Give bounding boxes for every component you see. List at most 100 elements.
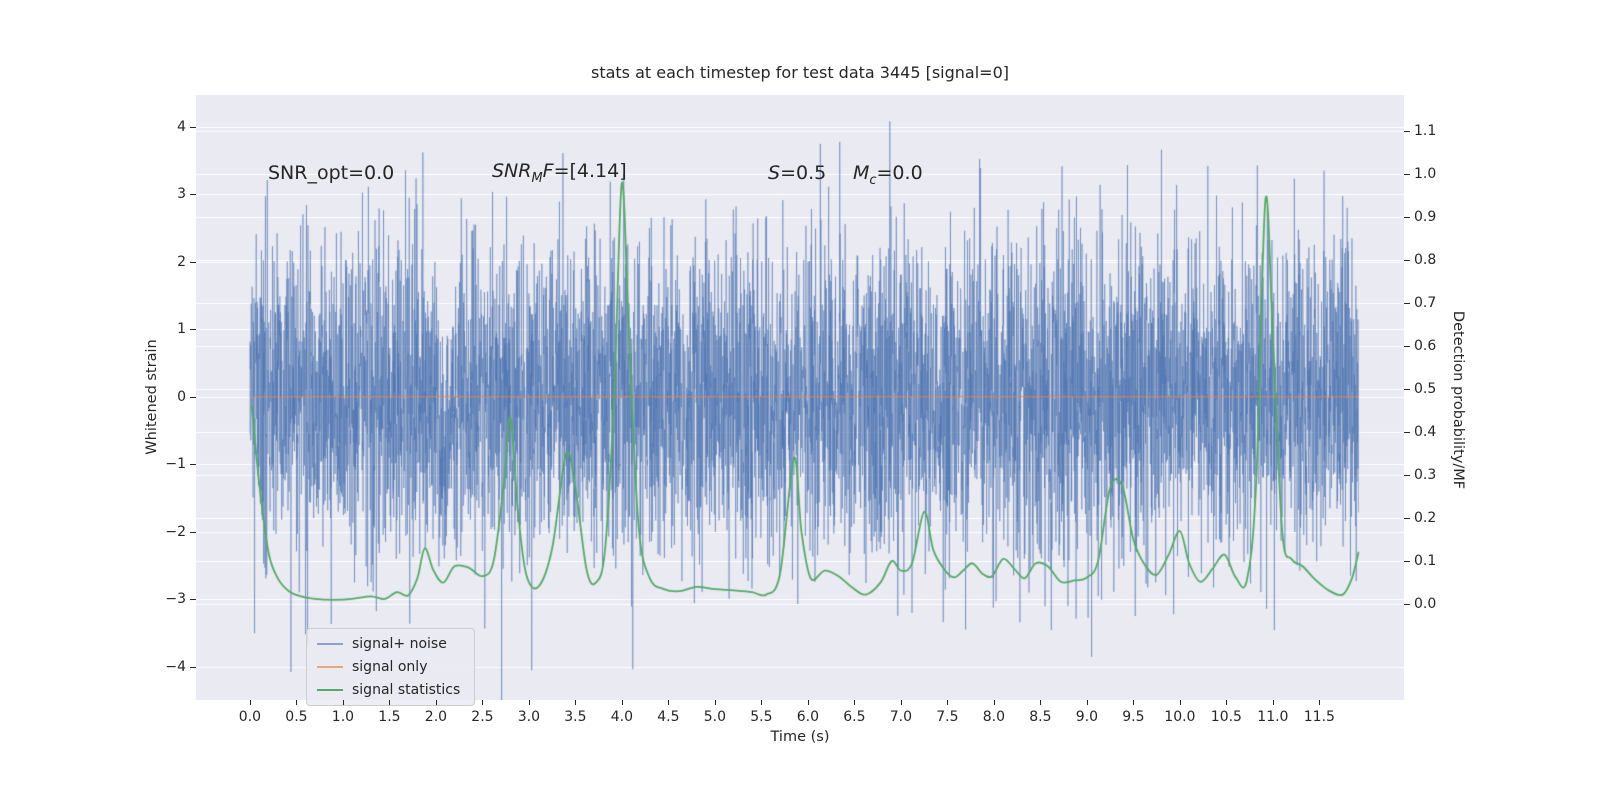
- x-tick-mark: [993, 700, 995, 705]
- y-left-tick-mark: [190, 666, 196, 668]
- y-left-tick-mark: [190, 261, 196, 263]
- legend-line-swatch-blue: [317, 643, 343, 645]
- x-tick-label: 9.0: [1075, 709, 1099, 725]
- x-tick-mark: [947, 700, 949, 705]
- y-right-tick-label: 0.9: [1414, 209, 1437, 226]
- x-tick-mark: [482, 700, 484, 705]
- y-right-tick-label: 0.6: [1414, 338, 1437, 355]
- legend-label: signal statistics: [352, 682, 461, 698]
- x-tick-mark: [1319, 700, 1321, 705]
- x-tick-mark: [761, 700, 763, 705]
- x-tick-mark: [1040, 700, 1042, 705]
- y-right-tick-mark: [1404, 346, 1410, 348]
- annotation-mc: Mc=0.0: [853, 162, 923, 188]
- y-right-tick-mark: [1404, 303, 1410, 305]
- legend-line-swatch-orange: [317, 666, 343, 668]
- x-tick-label: 2.0: [424, 709, 448, 725]
- y-left-tick-label: −4: [165, 658, 186, 675]
- y-left-tick-label: 4: [177, 118, 186, 135]
- x-tick-mark: [1226, 700, 1228, 705]
- y-right-tick-label: 0.7: [1414, 295, 1437, 312]
- x-axis-label: Time (s): [770, 729, 830, 745]
- x-tick-label: 5.5: [750, 709, 773, 725]
- x-tick-mark: [435, 700, 437, 705]
- x-tick-label: 7.0: [889, 709, 913, 725]
- x-tick-mark: [900, 700, 902, 705]
- y-right-tick-label: 1.0: [1414, 166, 1437, 183]
- y-left-tick-mark: [190, 329, 196, 331]
- y-left-tick-mark: [190, 194, 196, 196]
- x-tick-mark: [668, 700, 670, 705]
- x-tick-mark: [342, 700, 344, 705]
- x-tick-label: 10.5: [1210, 709, 1242, 725]
- x-tick-label: 6.5: [843, 709, 866, 725]
- x-tick-mark: [296, 700, 298, 705]
- x-tick-label: 1.5: [378, 709, 401, 725]
- y-right-tick-mark: [1404, 131, 1410, 133]
- x-tick-label: 4.0: [610, 709, 634, 725]
- y-right-tick-label: 0.3: [1414, 467, 1437, 484]
- y-left-tick-mark: [190, 396, 196, 398]
- y-right-tick-label: 0.1: [1414, 553, 1437, 570]
- x-tick-label: 6.0: [796, 709, 820, 725]
- x-tick-mark: [807, 700, 809, 705]
- x-tick-label: 10.0: [1164, 709, 1196, 725]
- y-right-tick-mark: [1404, 174, 1410, 176]
- y-axis-label-left: Whitened strain: [144, 339, 160, 455]
- y-left-tick-label: −1: [165, 456, 186, 473]
- x-tick-mark: [854, 700, 856, 705]
- x-tick-mark: [1133, 700, 1135, 705]
- y-right-tick-mark: [1404, 518, 1410, 520]
- y-left-tick-label: −3: [165, 591, 186, 608]
- y-left-tick-label: −2: [165, 523, 186, 540]
- x-tick-label: 3.5: [564, 709, 587, 725]
- x-tick-mark: [714, 700, 716, 705]
- y-right-tick-label: 0.0: [1414, 596, 1437, 613]
- y-right-tick-label: 0.5: [1414, 381, 1437, 398]
- y-left-tick-label: 0: [177, 388, 186, 405]
- legend-line-swatch-green: [317, 689, 343, 691]
- y-left-tick-mark: [190, 599, 196, 601]
- y-left-tick-label: 1: [177, 321, 186, 338]
- chart-title: stats at each timestep for test data 344…: [590, 63, 1009, 82]
- x-tick-mark: [575, 700, 577, 705]
- plot-canvas: [196, 95, 1404, 700]
- y-right-tick-mark: [1404, 604, 1410, 606]
- x-tick-mark: [389, 700, 391, 705]
- x-tick-label: 4.5: [657, 709, 680, 725]
- y-right-tick-mark: [1404, 260, 1410, 262]
- y-axis-label-right: Detection probability/MF: [1450, 310, 1466, 490]
- x-tick-label: 1.0: [331, 709, 355, 725]
- y-left-tick-mark: [190, 126, 196, 128]
- annotation-s: S=0.5: [768, 162, 827, 184]
- x-tick-mark: [1086, 700, 1088, 705]
- legend-entry-signal-noise: signal+ noise: [317, 636, 460, 652]
- y-right-tick-mark: [1404, 389, 1410, 391]
- x-tick-mark: [621, 700, 623, 705]
- x-tick-mark: [1272, 700, 1274, 705]
- x-tick-label: 0.5: [285, 709, 308, 725]
- y-right-tick-mark: [1404, 475, 1410, 477]
- y-left-tick-label: 2: [177, 253, 186, 270]
- y-left-tick-mark: [190, 531, 196, 533]
- x-tick-label: 8.0: [982, 709, 1006, 725]
- x-tick-label: 8.5: [1029, 709, 1052, 725]
- y-left-tick-mark: [190, 464, 196, 466]
- legend: signal+ noise signal only signal statist…: [306, 628, 476, 706]
- x-tick-label: 0.0: [238, 709, 262, 725]
- y-right-tick-mark: [1404, 561, 1410, 563]
- legend-label: signal+ noise: [352, 636, 447, 652]
- y-right-tick-label: 0.4: [1414, 424, 1437, 441]
- x-tick-mark: [528, 700, 530, 705]
- x-tick-mark: [249, 700, 251, 705]
- y-left-tick-label: 3: [177, 186, 186, 203]
- y-right-tick-label: 0.2: [1414, 510, 1437, 527]
- legend-entry-signal-only: signal only: [317, 659, 460, 675]
- x-tick-mark: [1179, 700, 1181, 705]
- annotation-snr-mf: SNRMF=[4.14]: [492, 160, 627, 186]
- legend-label: signal only: [352, 659, 428, 675]
- x-tick-label: 2.5: [471, 709, 494, 725]
- y-right-tick-label: 0.8: [1414, 252, 1437, 269]
- x-tick-label: 7.5: [936, 709, 959, 725]
